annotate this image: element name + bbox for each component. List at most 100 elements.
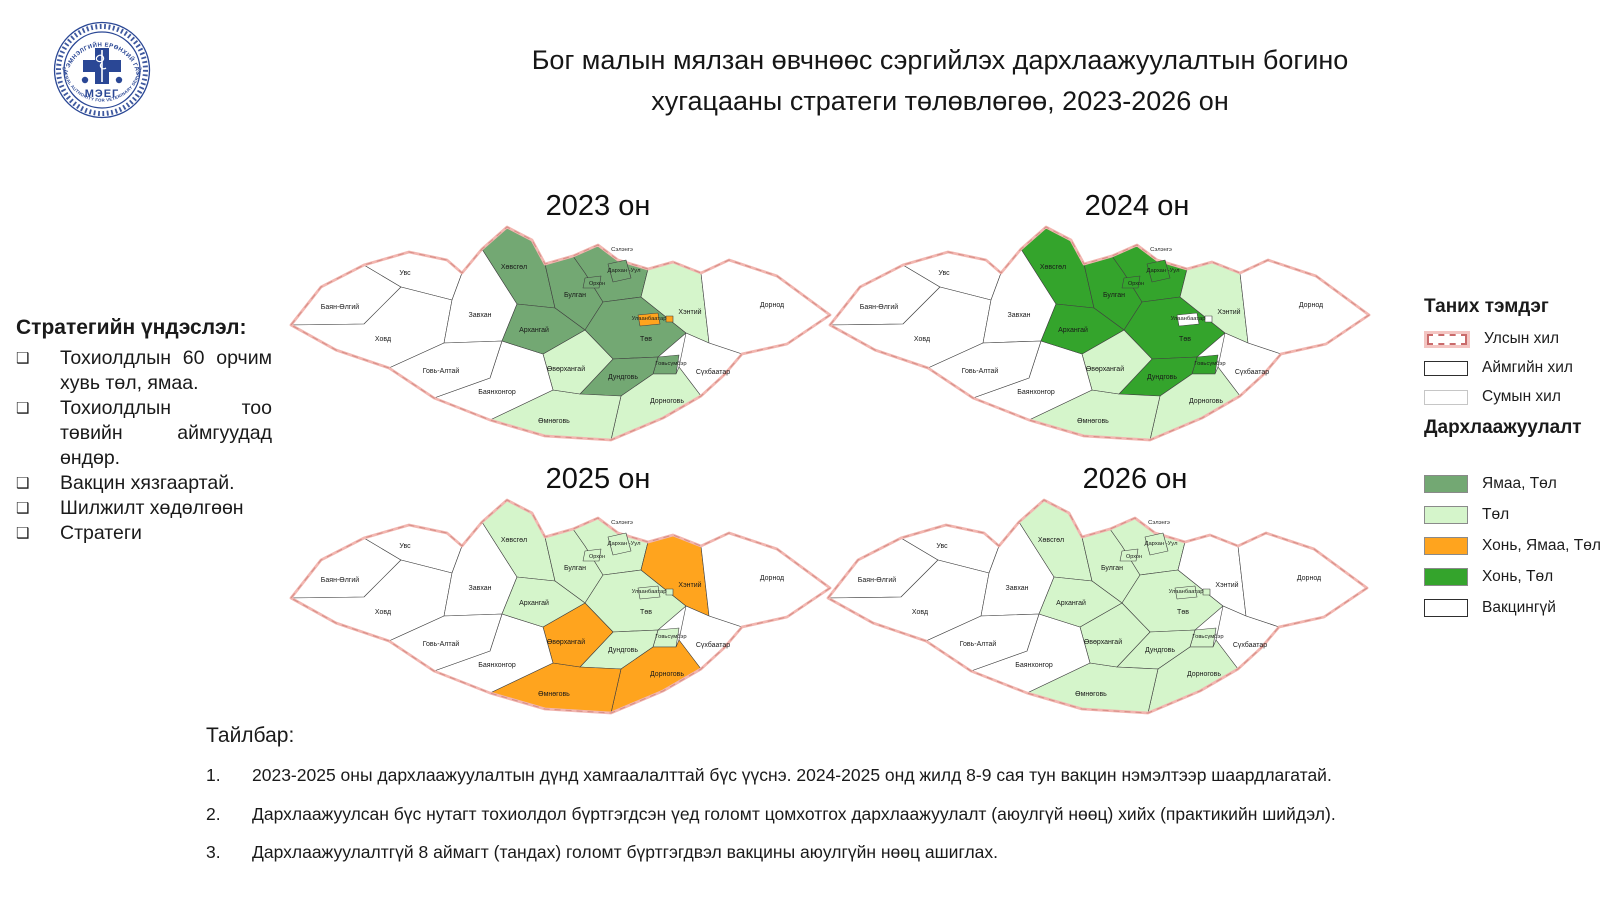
region-label-ulaanbaatar: Улаанбаатар bbox=[1169, 589, 1204, 595]
note-number: 3. bbox=[206, 842, 221, 863]
region-label-dornod: Дорнод bbox=[1297, 575, 1321, 582]
legend-item-yamaa_tol: Ямаа, Төл bbox=[1424, 475, 1600, 493]
region-label-bayankhongor: Баянхонгор bbox=[478, 662, 516, 669]
region-label-darkhan_uul: Дархан -Уул bbox=[1145, 541, 1178, 547]
note-item: 3. Дархлаажуулалтгүй 8 аймагт (тандах) го… bbox=[206, 841, 1486, 865]
strategy-panel: Стратегийн үндэслэл: ❑ Тохиолдлын 60 орчи… bbox=[16, 316, 272, 546]
legend: Таних тэмдэг Улсын хил Аймгийн хил Сумын х… bbox=[1424, 296, 1600, 630]
legend-fill-heading: Дархлаажуулалт bbox=[1424, 417, 1582, 438]
legend-label: Хонь, Төл bbox=[1482, 568, 1554, 585]
region-label-ovorkhangai: Өвөрхангай bbox=[547, 638, 585, 646]
region-arkhangai bbox=[501, 303, 586, 355]
region-ulaanbaatar bbox=[1176, 312, 1200, 327]
legend-border-items: Улсын хил Аймгийн хил Сумын хил bbox=[1424, 330, 1600, 406]
region-baganuur bbox=[1202, 588, 1211, 596]
region-label-bayankhongor: Баянхонгор bbox=[1017, 389, 1055, 396]
notes-list: 1. 2023-2025 оны дархлаажуулалтын дүнд ха… bbox=[206, 764, 1486, 865]
legend-swatch-aimgiin bbox=[1424, 360, 1468, 376]
note-item: 2. Дархлаажуулсан бүс нутагт тохиолдол бү… bbox=[206, 803, 1486, 827]
region-label-bayankhongor: Баянхонгор bbox=[478, 389, 516, 396]
note-text: Дархлаажуулалтгүй 8 аймагт (тандах) голо… bbox=[252, 842, 999, 863]
region-label-uvs: Увс bbox=[936, 543, 948, 550]
region-label-bulgan: Булган bbox=[564, 565, 586, 572]
mongolia-map-2023: Баян-Өлгий Увс Ховд Завхан Говь-Алтай Баянхон… bbox=[289, 225, 832, 442]
region-label-arkhangai: Архангай bbox=[1056, 599, 1086, 607]
region-label-dornogovi: Дорноговь bbox=[1187, 671, 1221, 678]
legend-label: Төл bbox=[1482, 506, 1510, 523]
page-title-line2: хугацааны стратеги төлөвлөгөө, 2023-2026… bbox=[651, 85, 1229, 116]
region-label-zavkhan: Завхан bbox=[1005, 585, 1028, 592]
legend-item-aimgiin: Аймгийн хил bbox=[1424, 359, 1600, 377]
region-label-dornod: Дорнод bbox=[1299, 302, 1323, 309]
map-year-title: 2025 он bbox=[545, 463, 651, 495]
region-label-tov: Төв bbox=[1177, 609, 1189, 616]
strategy-item-label: Тохиолдлын 60 орчим хувь төл, ямаа. bbox=[60, 347, 272, 394]
region-orkhon bbox=[582, 548, 602, 562]
region-label-khovsgol: Хөвсгөл bbox=[1038, 537, 1064, 544]
map-year-title: 2024 он bbox=[1084, 190, 1190, 222]
checkbox-bullet-icon: ❑ bbox=[16, 525, 30, 542]
region-label-selenge: Сэлэнгэ bbox=[1148, 520, 1170, 526]
note-number: 2. bbox=[206, 803, 221, 824]
region-label-arkhangai: Архангай bbox=[519, 326, 549, 334]
strategy-list: ❑ Тохиолдлын 60 орчим хувь төл, ямаа. ❑ Тох… bbox=[16, 346, 272, 546]
legend-item-khon_yamaa_tol: Хонь, Ямаа, Төл bbox=[1424, 537, 1600, 555]
region-label-dornogovi: Дорноговь bbox=[650, 398, 684, 405]
region-label-bayankhongor: Баянхонгор bbox=[1015, 662, 1053, 669]
legend-item-khon_tol: Хонь, Төл bbox=[1424, 568, 1600, 586]
notes-heading: Тайлбар: bbox=[206, 724, 295, 747]
page-title: Бог малын мялзан өвчнөөс сэргийлэх дархл… bbox=[420, 40, 1460, 121]
region-label-ulaanbaatar: Улаанбаатар bbox=[1171, 316, 1206, 322]
region-label-tov: Төв bbox=[640, 609, 652, 616]
legend-swatch-ulsyn bbox=[1427, 333, 1467, 345]
region-label-khovd: Ховд bbox=[375, 336, 391, 343]
strategy-item: ❑ Шилжилт хөдөлгөөн bbox=[16, 496, 272, 521]
region-label-sukhbaatar: Сүхбаатар bbox=[696, 641, 730, 649]
region-label-bulgan: Булган bbox=[1103, 292, 1125, 299]
legend-label: Улсын хил bbox=[1484, 330, 1560, 347]
region-label-zavkhan: Завхан bbox=[1007, 312, 1030, 319]
strategy-item: ❑ Стратеги bbox=[16, 521, 272, 546]
region-label-bayan_olgii: Баян-Өлгий bbox=[321, 303, 359, 311]
region-govi_altai bbox=[388, 613, 503, 672]
checkbox-bullet-icon: ❑ bbox=[16, 475, 30, 492]
region-label-orkhon: Орхон bbox=[1126, 554, 1142, 560]
legend-label: Вакцингүй bbox=[1482, 599, 1556, 616]
checkbox-bullet-icon: ❑ bbox=[16, 500, 30, 517]
region-ulaanbaatar bbox=[637, 312, 661, 327]
legend-swatch-khon_yamaa_tol bbox=[1424, 537, 1468, 555]
region-label-ovorkhangai: Өвөрхангай bbox=[1086, 365, 1124, 373]
strategy-item-label: Тохиолдлын тоо төвийн аймгуудад өндөр. bbox=[60, 397, 272, 469]
region-arkhangai bbox=[1038, 576, 1123, 628]
region-label-dundgovi: Дундговь bbox=[1145, 647, 1175, 654]
note-text: Дархлаажуулсан бүс нутагт тохиолдол бүрт… bbox=[252, 803, 1336, 824]
mongolia-map-2026: Баян-Өлгий Увс Ховд Завхан Говь-Алтай Баянхон… bbox=[826, 498, 1369, 715]
region-label-bayan_olgii: Баян-Өлгий bbox=[321, 576, 359, 584]
region-label-sukhbaatar: Сүхбаатар bbox=[1233, 641, 1267, 649]
legend-border-heading: Таних тэмдэг bbox=[1424, 296, 1549, 317]
org-logo: МАЛ ЭМНЭЛГИЙН ЕРӨНХИЙ ГАЗАР GENERAL AUTH… bbox=[49, 16, 152, 120]
region-label-sukhbaatar: Сүхбаатар bbox=[1235, 368, 1269, 376]
region-baganuur bbox=[665, 315, 674, 323]
region-label-khovsgol: Хөвсгөл bbox=[501, 264, 527, 271]
region-label-khentii: Хэнтий bbox=[1217, 308, 1240, 316]
legend-fill-items: Ямаа, Төл Төл Хонь, Ямаа, Төл Хонь, Төл Вакц… bbox=[1424, 475, 1600, 617]
map-block-2026: 2026 он Баян-Өлгий Увс Ховд Завхан Говь-Алтай… bbox=[820, 463, 1380, 729]
note-number: 1. bbox=[206, 765, 221, 785]
legend-swatch-sumyn bbox=[1424, 389, 1468, 405]
region-label-govi_altai: Говь-Алтай bbox=[962, 367, 999, 375]
region-label-tov: Төв bbox=[640, 336, 652, 343]
legend-swatch-khon_tol bbox=[1424, 568, 1468, 586]
region-label-orkhon: Орхон bbox=[589, 554, 605, 560]
legend-item-none: Вакцингүй bbox=[1424, 599, 1600, 617]
region-label-khovd: Ховд bbox=[914, 336, 930, 343]
region-baganuur bbox=[665, 588, 674, 596]
region-label-dornogovi: Дорноговь bbox=[650, 671, 684, 678]
region-label-bayan_olgii: Баян-Өлгий bbox=[858, 576, 896, 584]
region-label-bulgan: Булган bbox=[564, 292, 586, 299]
legend-label: Аймгийн хил bbox=[1482, 359, 1573, 376]
page-title-line1: Бог малын мялзан өвчнөөс сэргийлэх дархл… bbox=[531, 45, 1349, 75]
region-darkhan_uul bbox=[1144, 532, 1169, 556]
region-orkhon bbox=[1121, 275, 1141, 289]
